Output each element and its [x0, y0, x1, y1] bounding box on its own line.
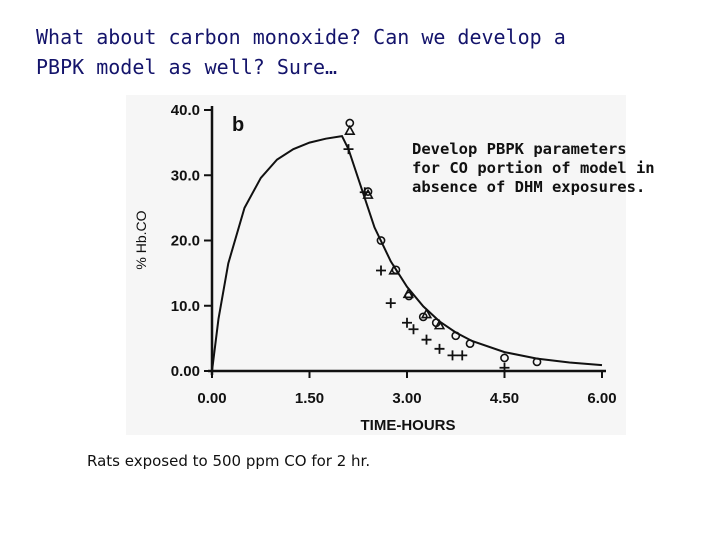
slide-title: What about carbon monoxide? Can we devel…: [36, 22, 676, 82]
chart-ticks: 0.00 1.50 3.00 4.50 6.00 0.00 10.0 20.0 30.0 40.0: [171, 102, 617, 407]
plot-area-background: [126, 95, 626, 435]
note-line-1: Develop PBPK parameters: [412, 140, 627, 158]
data-point-circle: [532, 357, 542, 367]
y-tick-label: 10.0: [171, 298, 200, 315]
data-point-circle: [376, 236, 386, 245]
data-point-plus: [408, 324, 419, 335]
model-curve-group: [211, 134, 603, 372]
data-point-plus: [402, 317, 412, 328]
x-tick-label: 0.00: [197, 390, 226, 407]
y-tick-label: 20.0: [171, 233, 200, 250]
data-point-circle: [465, 339, 475, 348]
panel-label: b: [232, 114, 244, 136]
data-point-plus: [385, 298, 396, 309]
y-tick-label: 40.0: [171, 102, 200, 119]
note-line-2: for CO portion of model in: [412, 159, 655, 177]
data-point-plus: [447, 350, 458, 361]
data-point-plus: [359, 187, 370, 198]
data-point-triangle: [388, 264, 400, 275]
x-axis-title: TIME-HOURS: [361, 417, 456, 434]
data-point-triangle: [420, 308, 433, 319]
data-point-plus: [376, 265, 386, 276]
y-tick-label: 0.00: [171, 363, 200, 380]
note-line-3: absence of DHM exposures.: [412, 178, 646, 196]
x-tick-label: 6.00: [587, 390, 616, 407]
data-points-group: [343, 118, 542, 373]
data-point-plus: [457, 350, 468, 361]
model-curve: [211, 134, 603, 372]
annotation-note: Develop PBPK parameters for CO portion o…: [412, 140, 712, 197]
y-axis-title: % Hb.CO: [133, 210, 149, 269]
data-point-plus: [343, 144, 354, 155]
data-point-plus: [421, 334, 432, 345]
data-point-triangle: [402, 287, 414, 299]
data-point-triangle: [433, 319, 446, 330]
x-tick-label: 1.50: [295, 390, 324, 407]
figure-caption: Rats exposed to 500 ppm CO for 2 hr.: [87, 452, 371, 470]
data-point-triangle: [344, 124, 356, 135]
y-tick-label: 30.0: [171, 167, 200, 184]
data-point-plus: [434, 343, 445, 354]
slide-title-line-2: PBPK model as well? Sure…: [36, 55, 338, 79]
x-tick-label: 4.50: [490, 390, 519, 407]
x-tick-label: 3.00: [392, 390, 421, 407]
data-point-triangle: [362, 188, 374, 199]
data-point-circle: [500, 353, 509, 363]
data-point-circle: [451, 331, 461, 341]
data-point-plus: [499, 362, 510, 373]
slide-title-line-1: What about carbon monoxide? Can we devel…: [36, 25, 566, 49]
